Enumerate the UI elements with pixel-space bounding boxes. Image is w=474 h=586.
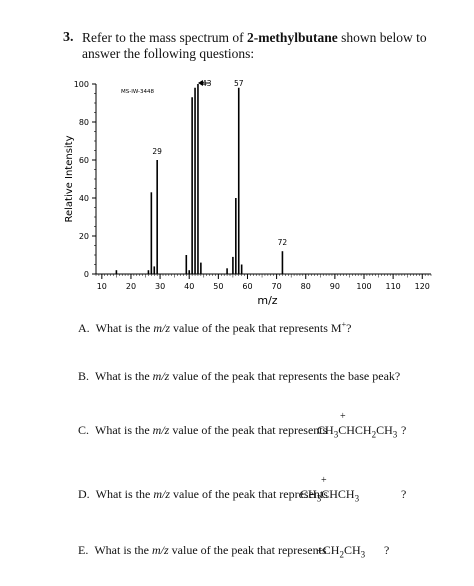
question-mark-e: ? [384,543,390,557]
y-tick-label: 40 [79,194,89,203]
part-a: A. What is the m/z value of the peak tha… [78,320,352,335]
spectrum-code: MS-IW-3448 [121,89,155,95]
part-c: C. What is the m/z value of the peak tha… [78,423,328,437]
y-tick-label: 80 [79,118,89,127]
question-line-2: answer the following questions: [82,46,255,61]
formula-d: CH3CHCH3 [300,487,360,504]
formula-e: +CH2CH3 [316,543,366,560]
x-tick-label: 20 [126,282,136,291]
x-tick-label: 30 [155,282,165,291]
compound-name: 2-methylbutane [246,30,338,45]
x-tick-label: 120 [415,282,430,291]
x-tick-label: 110 [385,282,400,291]
chart-axes [95,84,431,275]
x-axis-title: m/z [257,294,277,307]
part-d: D. What is the m/z value of the peak tha… [78,487,328,501]
y-tick-label: 60 [79,156,89,165]
x-tick-label: 50 [213,282,223,291]
question-number: 3. [63,30,74,45]
y-tick-label: 0 [84,270,89,279]
x-tick-label: 80 [301,282,311,291]
peak-label: 29 [152,147,162,156]
question-mark-c: ? [401,423,407,437]
x-tick-label: 40 [184,282,194,291]
x-tick-label: 60 [242,282,252,291]
x-tick-label: 100 [356,282,371,291]
peak-arrow-head [197,80,203,86]
cation-plus-c: + [340,411,346,422]
peak-label: 72 [278,238,288,247]
x-tick-label: 10 [97,282,107,291]
formula-c: CH3CHCH2CH3 [317,423,398,440]
peak-label: 57 [234,79,244,88]
chart-bars [115,84,284,274]
y-axis-title: Relative Intensity [64,135,75,222]
y-tick-label: 100 [74,80,89,89]
part-e: E. What is the m/z value of the peak tha… [78,543,327,557]
cation-plus-d: + [321,475,327,486]
x-tick-label: 70 [272,282,282,291]
question-text-post: shown below to [337,30,427,45]
question-line-1: Refer to the mass spectrum of 2-methylbu… [82,30,427,46]
chart-ticks: 0 20 40 60 80 100 10 20 30 40 50 60 70 80 90 100 110 120 [74,80,432,291]
part-b: B. What is the m/z value of the peak tha… [78,369,401,383]
question-mark-d: ? [401,487,407,501]
y-tick-label: 20 [79,232,89,241]
x-tick-label: 90 [330,282,340,291]
question-text-pre: Refer to the mass spectrum of [82,30,247,45]
